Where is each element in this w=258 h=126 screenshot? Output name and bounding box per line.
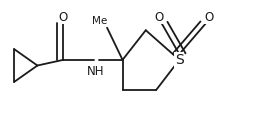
Text: Me: Me (92, 16, 107, 26)
Text: O: O (204, 10, 214, 24)
Text: NH: NH (87, 65, 104, 78)
Text: O: O (59, 10, 68, 24)
Text: O: O (154, 10, 163, 24)
Text: S: S (175, 53, 184, 67)
